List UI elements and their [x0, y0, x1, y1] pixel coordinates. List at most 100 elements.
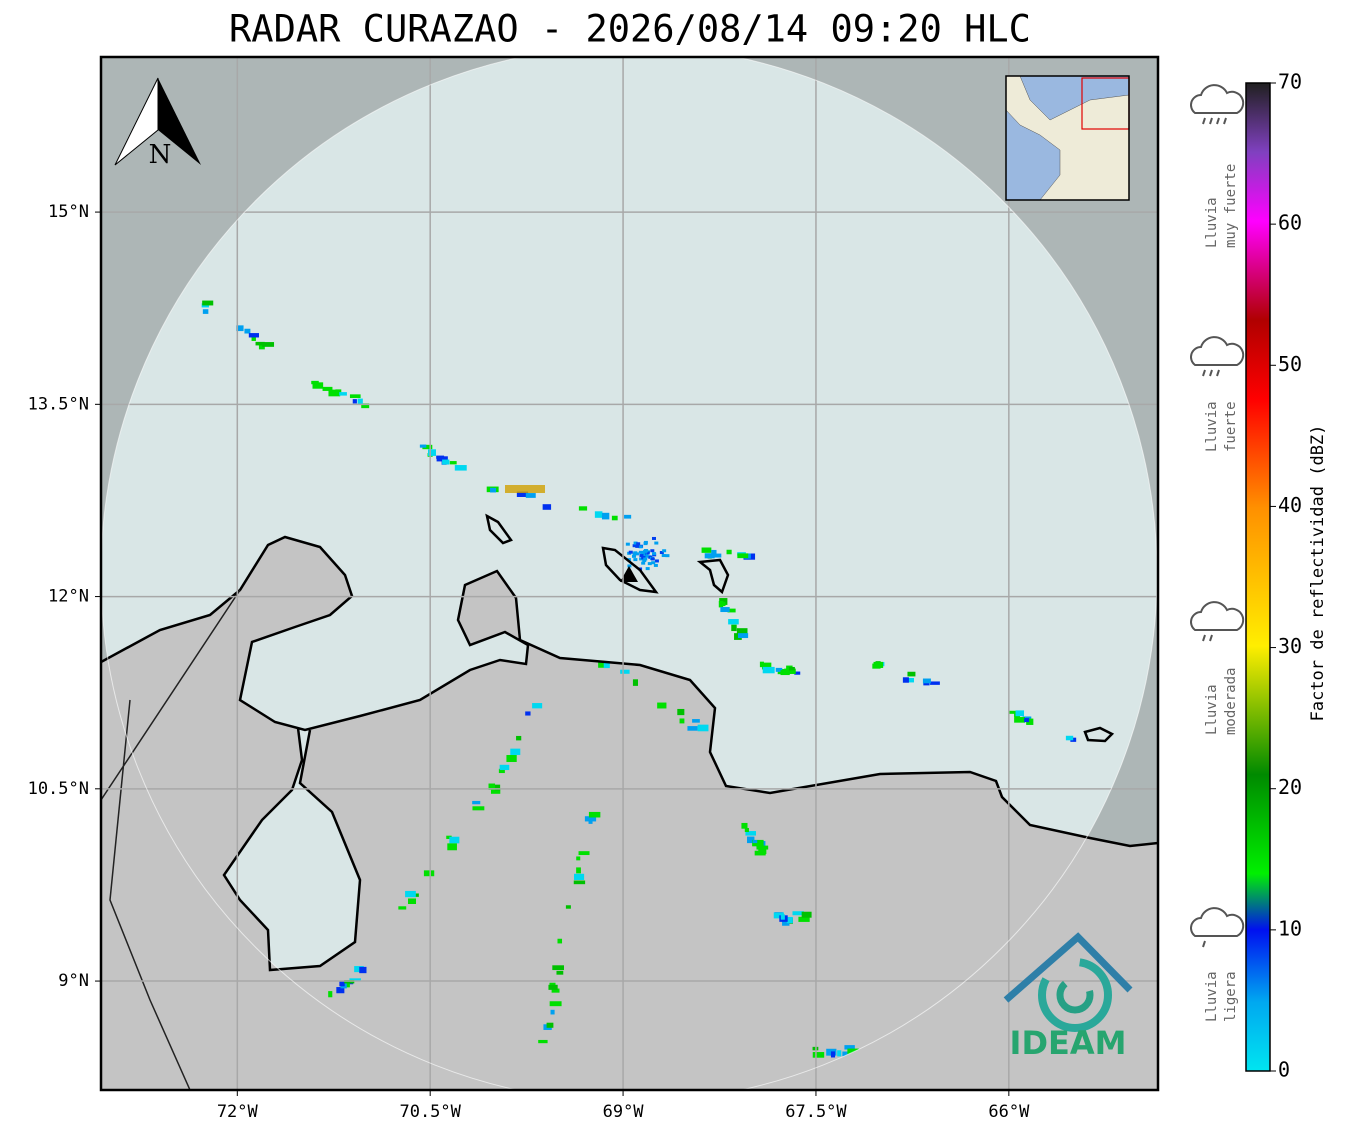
colorbar-tick-label: 10 — [1278, 916, 1302, 940]
echo — [726, 549, 732, 555]
echo — [494, 784, 501, 791]
echo — [752, 840, 758, 844]
echo — [328, 991, 333, 998]
echo — [548, 984, 558, 990]
islands — [485, 513, 1115, 743]
echo — [405, 890, 416, 898]
echo — [422, 444, 433, 450]
echo — [639, 557, 644, 561]
echo — [830, 1051, 836, 1058]
echo — [930, 681, 940, 685]
echo — [654, 559, 659, 563]
echo — [588, 811, 601, 818]
echo — [640, 551, 645, 555]
echo — [312, 382, 324, 389]
echo — [601, 512, 610, 520]
inset-map-part — [1005, 75, 1130, 201]
echo — [792, 911, 804, 916]
logo-text: IDEAM — [1010, 1024, 1127, 1062]
echo — [472, 806, 485, 811]
colorbar-tick-label: 50 — [1278, 352, 1302, 376]
echo — [542, 504, 552, 510]
legend-text: Lluvia — [1204, 971, 1220, 1022]
echo — [632, 679, 638, 686]
colorbar-tick-label: 30 — [1278, 634, 1302, 658]
map — [101, 57, 1158, 1090]
echo — [594, 511, 603, 518]
legend-text: Lluvia — [1204, 197, 1220, 248]
colorbar-label: Factor de reflectividad (dBZ) — [1308, 425, 1328, 722]
echo — [786, 916, 793, 924]
echo — [759, 661, 764, 668]
echo — [446, 835, 452, 839]
echo — [1008, 710, 1021, 714]
north-arrow: N — [114, 77, 201, 170]
colorbar-tick-label: 40 — [1278, 493, 1302, 517]
inset-map — [1005, 75, 1130, 201]
echo — [454, 465, 467, 471]
echo — [745, 831, 757, 836]
echo — [262, 342, 275, 347]
lon-label: 70.5°W — [399, 1102, 461, 1122]
echo — [449, 836, 460, 844]
echo — [498, 768, 505, 774]
echo — [719, 598, 728, 605]
echo — [775, 667, 783, 672]
echo — [361, 403, 370, 409]
echo — [780, 914, 785, 920]
lat-label: 9°N — [58, 971, 89, 991]
echo — [758, 847, 767, 855]
graticule — [101, 57, 1158, 1090]
rain-drop — [1209, 369, 1213, 377]
echo — [423, 870, 435, 877]
echo — [650, 549, 655, 553]
echo — [449, 461, 457, 465]
echo — [782, 918, 790, 926]
echo — [652, 552, 657, 556]
echo — [798, 916, 810, 922]
echo — [704, 553, 715, 559]
echo — [632, 552, 637, 556]
echo — [557, 938, 563, 944]
lat-label: 13.5°N — [28, 394, 89, 414]
echo — [761, 662, 772, 670]
echo — [661, 554, 666, 558]
legend-item: Lluvia moderada — [1190, 601, 1245, 735]
echo — [556, 970, 564, 975]
lat-label: 12°N — [48, 587, 89, 607]
echo — [574, 873, 585, 880]
echo — [336, 987, 345, 994]
echo — [538, 1039, 548, 1044]
echo — [644, 554, 649, 558]
echo — [620, 669, 630, 674]
echo — [731, 624, 737, 632]
echo — [752, 839, 764, 847]
echo — [357, 398, 363, 405]
echo — [603, 661, 610, 669]
echo — [436, 456, 448, 462]
rain-drop — [1216, 117, 1220, 125]
colorbar-tick-label: 70 — [1278, 70, 1302, 94]
legend-text: fuerte — [1223, 401, 1239, 452]
echo — [645, 567, 650, 571]
legend-text: moderada — [1223, 668, 1239, 735]
echo — [472, 800, 481, 805]
logo-part — [1038, 958, 1112, 1032]
echo — [408, 898, 417, 905]
echo — [549, 1001, 562, 1007]
echo — [354, 966, 364, 973]
echo — [349, 394, 361, 399]
echo — [727, 608, 736, 613]
echo — [720, 607, 730, 613]
echo — [505, 485, 545, 493]
legend-text: Lluvia — [1204, 684, 1220, 735]
echo — [490, 787, 501, 794]
map-frame — [99, 55, 1160, 1092]
rain-drop — [1216, 369, 1220, 377]
echo — [1024, 718, 1030, 723]
echo — [812, 1052, 825, 1058]
echo — [873, 661, 884, 668]
title: RADAR CURAZAO - 2026/08/14 09:20 HLC — [229, 8, 1031, 51]
echo — [398, 906, 407, 910]
